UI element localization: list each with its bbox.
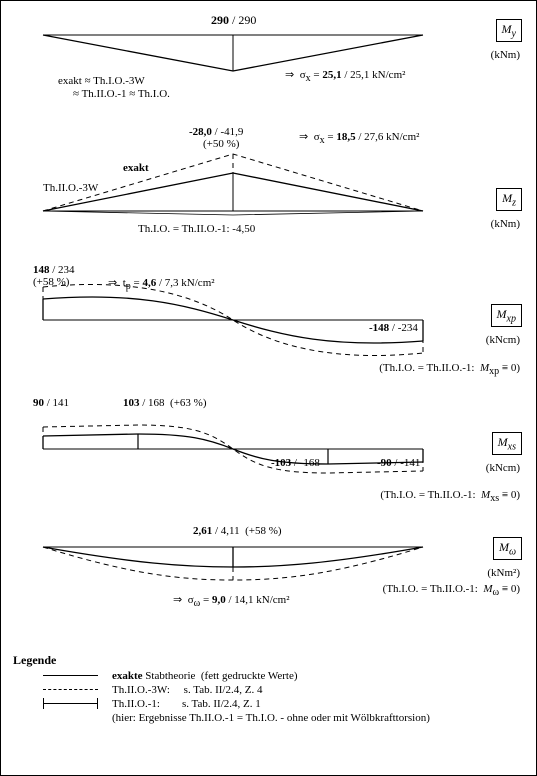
mz-exakt: exakt [123,162,149,174]
legend-row-dash: Th.II.O.-3W: s. Tab. II/2.4, Z. 4 [43,684,524,696]
mz-caption: Mz [496,188,522,211]
legend-line-dashdot-icon [43,703,98,705]
mxs-right-end: -90 / -141 [377,457,420,469]
my-peak: 290 / 290 [211,13,256,28]
mz-unit: (kNm) [491,218,520,230]
mxp-foot: (Th.I.O. = Th.II.O.-1: Mxp ≡ 0) [379,362,520,377]
mw-caption: Mω [493,537,522,560]
legend: Legende exakte Stabtheorie (fett gedruck… [13,653,524,724]
mz-peak: -28,0 / -41,9 [189,126,243,138]
legend-text-2: Th.II.O.-1: s. Tab. II/2.4, Z. 1 [112,698,261,710]
mxp-pct: (+58 %) [33,276,69,288]
legend-title: Legende [13,653,524,668]
mw-sigma: ⇒ σω = 9,0 / 14,1 kN/cm² [173,593,290,609]
mz-baseline: Th.I.O. = Th.II.O.-1: -4,50 [138,223,255,235]
mxp-tau: ⇒ tp = 4,6 / 7,3 kN/cm² [108,276,215,292]
mxs-left-end: 90 / 141 [33,397,69,409]
mz-svg [33,136,493,236]
legend-line-solid-icon [43,675,98,677]
legend-row-dashdot: Th.II.O.-1: s. Tab. II/2.4, Z. 1 [43,698,524,710]
my-caption: My [496,19,522,42]
my-note1: exakt ≈ Th.I.O.-3W [58,75,145,87]
mw-foot: (Th.I.O. = Th.II.O.-1: Mω ≡ 0) [383,583,520,598]
mxs-svg [33,409,493,489]
diagram-mz: -28,0 / -41,9 (+50 %) ⇒ σx = 18,5 / 27,6… [13,126,524,246]
mz-th: Th.II.O.-3W [43,182,98,194]
mxp-left: 148 / 234 [33,264,75,276]
mz-pct: (+50 %) [203,138,239,150]
my-sigma: ⇒ σx = 25,1 / 25,1 kN/cm² [285,68,405,84]
mw-unit: (kNm²) [487,567,520,579]
mz-sigma: ⇒ σx = 18,5 / 27,6 kN/cm² [299,130,419,146]
legend-row-solid: exakte Stabtheorie (fett gedruckte Werte… [43,670,524,682]
legend-note: (hier: Ergebnisse Th.II.O.-1 = Th.I.O. -… [112,712,524,724]
legend-text-0: exakte Stabtheorie (fett gedruckte Werte… [112,670,298,682]
mxs-right-peak: -103 / -168 [271,457,320,469]
mxp-caption: Mxp [491,304,522,327]
legend-text-1: Th.II.O.-3W: s. Tab. II/2.4, Z. 4 [112,684,262,696]
mxs-unit: (kNcm) [486,462,520,474]
mxs-left-peak: 103 / 168 (+63 %) [123,397,207,409]
mxp-svg [33,274,493,366]
diagram-my: 290 / 290 ⇒ σx = 25,1 / 25,1 kN/cm² exak… [13,13,524,108]
page: 290 / 290 ⇒ σx = 25,1 / 25,1 kN/cm² exak… [0,0,537,776]
mxs-caption: Mxs [492,432,522,455]
diagram-mxs: 90 / 141 103 / 168 (+63 %) -103 / -168 -… [13,397,524,507]
legend-line-dash-icon [43,689,98,691]
mxp-unit: (kNcm) [486,334,520,346]
diagram-mw: 2,61 / 4,11 (+58 %) ⇒ σω = 9,0 / 14,1 kN… [13,525,524,635]
my-note2: ≈ Th.II.O.-1 ≈ Th.I.O. [73,88,170,100]
mxs-foot: (Th.I.O. = Th.II.O.-1: Mxs ≡ 0) [380,489,520,504]
mw-peak: 2,61 / 4,11 (+58 %) [193,525,282,537]
diagram-mxp: 148 / 234 (+58 %) ⇒ tp = 4,6 / 7,3 kN/cm… [13,264,524,379]
mxp-right: -148 / -234 [369,322,418,334]
my-unit: (kNm) [491,49,520,61]
